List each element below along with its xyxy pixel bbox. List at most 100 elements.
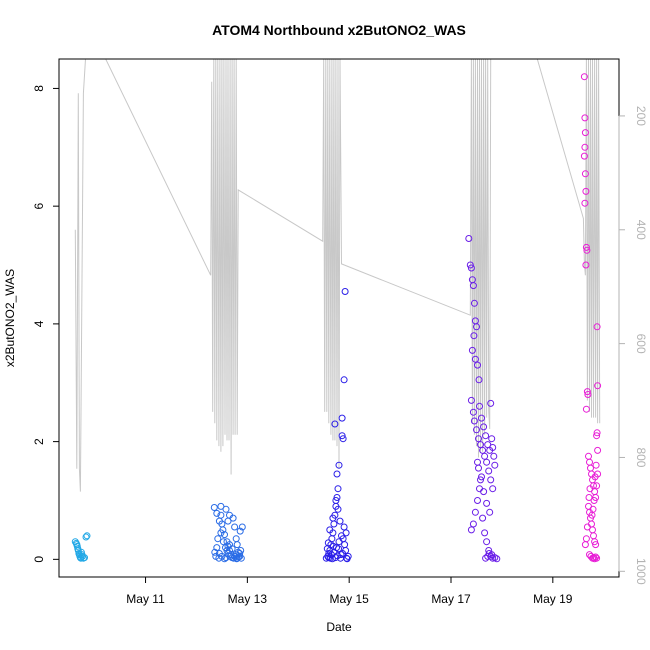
data-point	[477, 476, 484, 484]
data-point	[591, 473, 599, 481]
data-point	[593, 482, 601, 490]
data-point	[486, 446, 494, 454]
right-tick-label: 800	[634, 447, 648, 467]
series-flight-3	[322, 288, 352, 563]
data-point	[588, 511, 596, 519]
data-point	[331, 420, 339, 428]
data-point	[479, 446, 487, 454]
data-point	[232, 535, 240, 543]
data-point	[469, 520, 477, 528]
data-point	[236, 527, 244, 535]
data-point	[594, 446, 602, 454]
data-point	[483, 458, 491, 466]
data-point	[581, 114, 589, 122]
data-point	[213, 509, 221, 517]
data-point	[334, 485, 342, 493]
data-point	[333, 494, 341, 501]
data-point	[593, 323, 601, 331]
data-point	[491, 461, 499, 469]
y-tick-label: 6	[32, 203, 46, 210]
data-point	[483, 499, 491, 507]
data-point	[593, 554, 601, 562]
data-point	[475, 376, 483, 384]
data-point	[585, 494, 593, 501]
data-point	[586, 551, 593, 559]
data-point	[590, 532, 597, 540]
data-point	[473, 426, 480, 434]
data-point	[586, 485, 594, 493]
chart-title: ATOM4 Northbound x2ButONO2_WAS	[212, 22, 466, 38]
data-point	[478, 473, 485, 481]
data-point	[481, 529, 489, 537]
data-point	[488, 551, 496, 559]
data-point	[332, 497, 340, 504]
x-tick-label: May 19	[533, 592, 573, 606]
data-point	[470, 332, 478, 340]
data-point	[591, 538, 599, 546]
y-tick-label: 8	[32, 85, 46, 92]
data-point	[342, 529, 350, 537]
data-point	[340, 523, 348, 531]
data-point	[214, 535, 222, 543]
data-point	[482, 554, 490, 562]
data-point	[582, 187, 590, 195]
data-point	[475, 435, 482, 443]
data-point	[580, 73, 588, 81]
data-point	[235, 553, 243, 561]
data-point	[217, 502, 225, 510]
data-point	[217, 529, 225, 537]
data-point	[475, 464, 482, 472]
y-axis-right: 200 400 600 800 1000	[618, 106, 648, 585]
right-tick-label: 400	[634, 220, 648, 240]
data-point	[581, 170, 589, 178]
data-point	[493, 555, 501, 563]
data-point	[476, 485, 483, 493]
y-tick-label: 0	[32, 556, 46, 563]
data-point	[590, 497, 598, 504]
data-point	[340, 376, 348, 384]
data-point	[594, 382, 602, 390]
data-point	[489, 485, 497, 493]
data-point	[581, 541, 589, 549]
data-point	[231, 523, 239, 531]
data-point	[213, 544, 221, 552]
data-point	[341, 541, 349, 549]
data-point	[237, 547, 245, 554]
x-axis: May 11 May 13 May 15 May 17 May 19	[126, 577, 573, 606]
data-point	[487, 399, 495, 407]
data-point	[487, 476, 495, 484]
data-point	[474, 458, 481, 466]
data-point	[582, 405, 590, 413]
data-point	[81, 554, 88, 562]
data-point	[484, 552, 492, 560]
data-point	[583, 388, 591, 396]
data-point	[587, 464, 594, 472]
data-point	[478, 414, 485, 422]
series-flight-5	[580, 73, 602, 563]
data-point	[336, 517, 344, 525]
right-tick-label: 600	[634, 334, 648, 354]
x-tick-label: May 15	[330, 592, 370, 606]
data-point	[580, 152, 588, 160]
series-flight-2	[210, 502, 246, 563]
x-tick-label: May 13	[228, 592, 268, 606]
data-point	[217, 511, 225, 519]
y-axis-label: x2ButONO2_WAS	[3, 269, 17, 367]
data-point	[485, 467, 493, 475]
data-point	[228, 545, 236, 553]
data-point	[470, 417, 478, 425]
data-point	[585, 452, 592, 460]
data-point	[467, 396, 475, 404]
data-point	[215, 554, 223, 562]
data-point	[470, 299, 478, 307]
data-point	[476, 402, 483, 410]
data-point	[233, 555, 241, 563]
data-point	[482, 432, 490, 440]
data-point	[581, 129, 589, 137]
data-point	[588, 520, 595, 528]
data-point	[481, 452, 489, 460]
data-point	[583, 246, 591, 254]
data-point	[488, 435, 496, 443]
data-point	[466, 261, 474, 269]
data-point	[82, 533, 90, 541]
